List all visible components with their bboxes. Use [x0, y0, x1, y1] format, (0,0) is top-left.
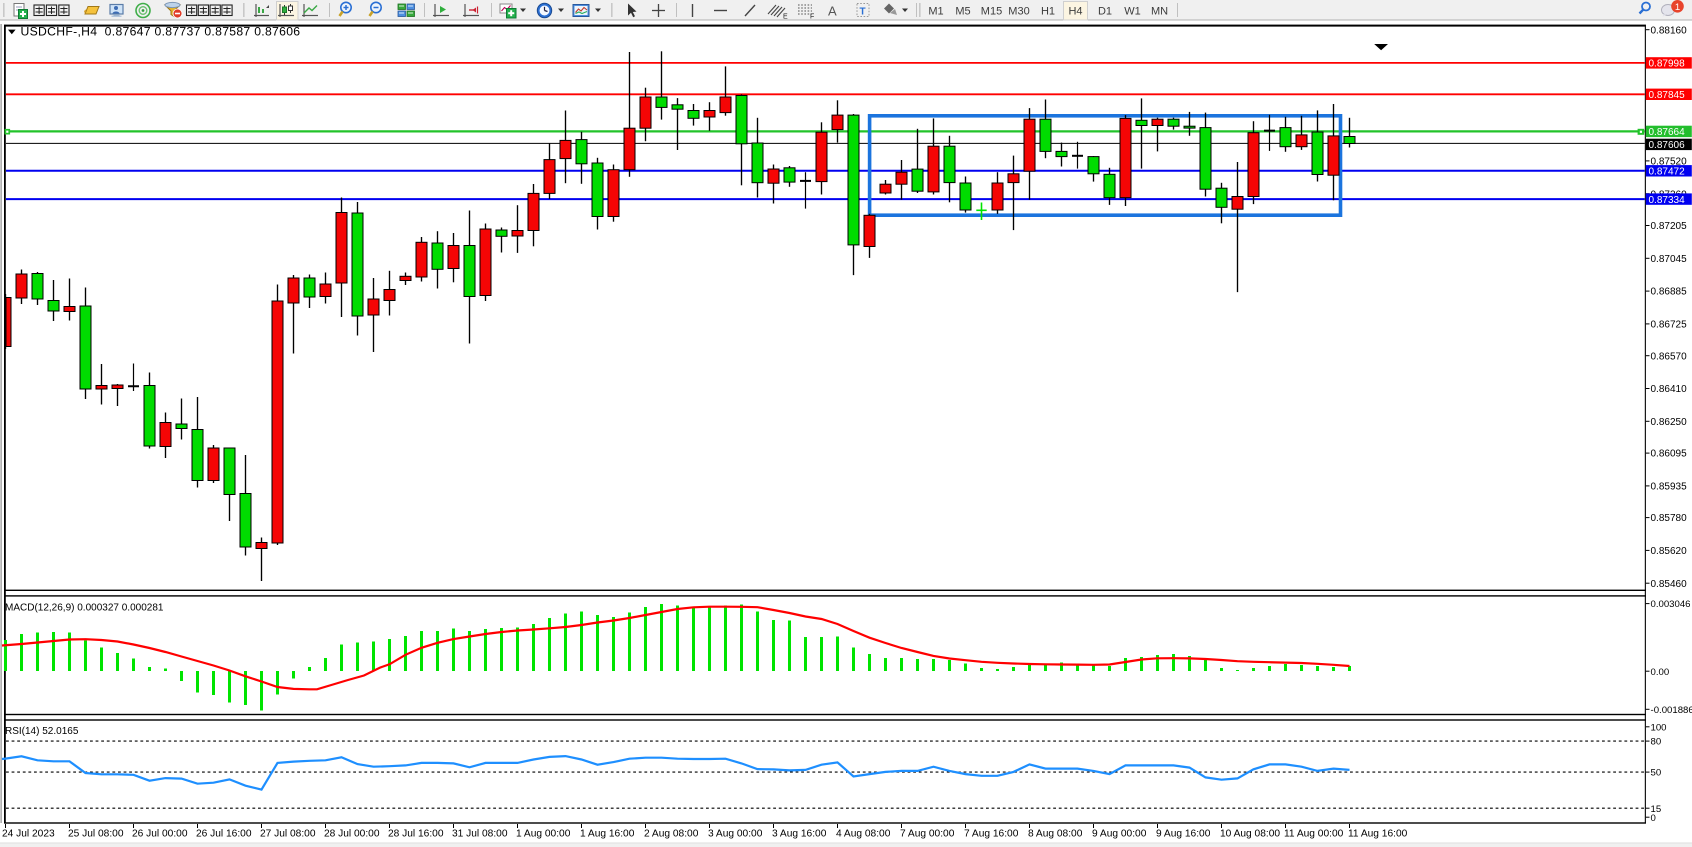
svg-text:0.86570: 0.86570: [1651, 351, 1688, 362]
svg-text:26 Jul 00:00: 26 Jul 00:00: [132, 829, 188, 840]
svg-text:0.86250: 0.86250: [1651, 417, 1688, 428]
svg-text:28 Jul 16:00: 28 Jul 16:00: [388, 829, 444, 840]
svg-text:0.003046: 0.003046: [1651, 599, 1691, 610]
svg-text:USDCHF-,H4 0.87647 0.87737 0.: USDCHF-,H4 0.87647 0.87737 0.87587 0.876…: [21, 25, 301, 39]
svg-text:50: 50: [1651, 768, 1662, 779]
svg-text:100: 100: [1651, 722, 1667, 733]
svg-text:T: T: [860, 7, 866, 18]
svg-text:28 Jul 00:00: 28 Jul 00:00: [324, 829, 380, 840]
svg-text:7 Aug 00:00: 7 Aug 00:00: [900, 829, 955, 840]
svg-text:W1: W1: [1124, 6, 1141, 18]
svg-text:1: 1: [1675, 2, 1680, 13]
svg-text:0.87998: 0.87998: [1649, 59, 1686, 70]
svg-text:80: 80: [1651, 737, 1662, 748]
svg-text:24 Jul 2023: 24 Jul 2023: [2, 829, 55, 840]
svg-text:0.87606: 0.87606: [1649, 140, 1686, 151]
svg-text:26 Jul 16:00: 26 Jul 16:00: [196, 829, 252, 840]
svg-text:M5: M5: [955, 6, 970, 18]
svg-text:8 Aug 08:00: 8 Aug 08:00: [1028, 829, 1083, 840]
svg-text:2 Aug 08:00: 2 Aug 08:00: [644, 829, 699, 840]
svg-text:0.87334: 0.87334: [1649, 195, 1686, 206]
svg-text:0.86885: 0.86885: [1651, 287, 1688, 298]
svg-text:0.85460: 0.85460: [1651, 579, 1688, 590]
svg-text:0.87045: 0.87045: [1651, 254, 1688, 265]
svg-text:H1: H1: [1041, 6, 1055, 18]
svg-text:H4: H4: [1068, 6, 1082, 18]
svg-text:9 Aug 00:00: 9 Aug 00:00: [1092, 829, 1147, 840]
svg-text:M15: M15: [981, 6, 1002, 18]
svg-text:31 Jul 08:00: 31 Jul 08:00: [452, 829, 508, 840]
svg-text:9 Aug 16:00: 9 Aug 16:00: [1156, 829, 1211, 840]
svg-text:0.86095: 0.86095: [1651, 449, 1688, 460]
svg-text:0.87664: 0.87664: [1649, 127, 1686, 138]
svg-text:MN: MN: [1151, 6, 1168, 18]
svg-text:0.85780: 0.85780: [1651, 513, 1688, 524]
svg-text:D1: D1: [1098, 6, 1112, 18]
svg-text:0.85935: 0.85935: [1651, 482, 1688, 493]
svg-text:25 Jul 08:00: 25 Jul 08:00: [68, 829, 124, 840]
svg-text:E: E: [783, 14, 788, 21]
svg-text:3 Aug 00:00: 3 Aug 00:00: [708, 829, 763, 840]
svg-text:M30: M30: [1008, 6, 1029, 18]
svg-text:1 Aug 16:00: 1 Aug 16:00: [580, 829, 635, 840]
svg-text:0.87472: 0.87472: [1649, 167, 1686, 178]
svg-text:A: A: [828, 4, 837, 19]
svg-text:0.86725: 0.86725: [1651, 320, 1688, 331]
svg-text:10 Aug 08:00: 10 Aug 08:00: [1220, 829, 1280, 840]
svg-text:11 Aug 00:00: 11 Aug 00:00: [1284, 829, 1344, 840]
svg-text:15: 15: [1651, 804, 1662, 815]
svg-text:MACD(12,26,9) 0.000327 0.00028: MACD(12,26,9) 0.000327 0.000281: [5, 603, 164, 614]
svg-text:0.00: 0.00: [1651, 667, 1670, 678]
svg-text:0.85620: 0.85620: [1651, 546, 1688, 557]
svg-text:0.87205: 0.87205: [1651, 221, 1688, 232]
svg-text:1 Aug 00:00: 1 Aug 00:00: [516, 829, 571, 840]
svg-text:RSI(14) 52.0165: RSI(14) 52.0165: [5, 726, 79, 737]
svg-text:3 Aug 16:00: 3 Aug 16:00: [772, 829, 827, 840]
svg-text:27 Jul 08:00: 27 Jul 08:00: [260, 829, 316, 840]
svg-text:7 Aug 16:00: 7 Aug 16:00: [964, 829, 1019, 840]
svg-text:0.87845: 0.87845: [1649, 90, 1686, 101]
svg-text:11 Aug 16:00: 11 Aug 16:00: [1348, 829, 1408, 840]
svg-text:0.88160: 0.88160: [1651, 25, 1688, 36]
svg-text:0.87520: 0.87520: [1651, 157, 1688, 168]
svg-text:M1: M1: [928, 6, 943, 18]
svg-text:0.86410: 0.86410: [1651, 384, 1688, 395]
svg-text:F: F: [810, 14, 814, 21]
svg-text:0: 0: [1651, 813, 1656, 824]
svg-text:-0.001886: -0.001886: [1651, 705, 1692, 716]
svg-text:4 Aug 08:00: 4 Aug 08:00: [836, 829, 891, 840]
